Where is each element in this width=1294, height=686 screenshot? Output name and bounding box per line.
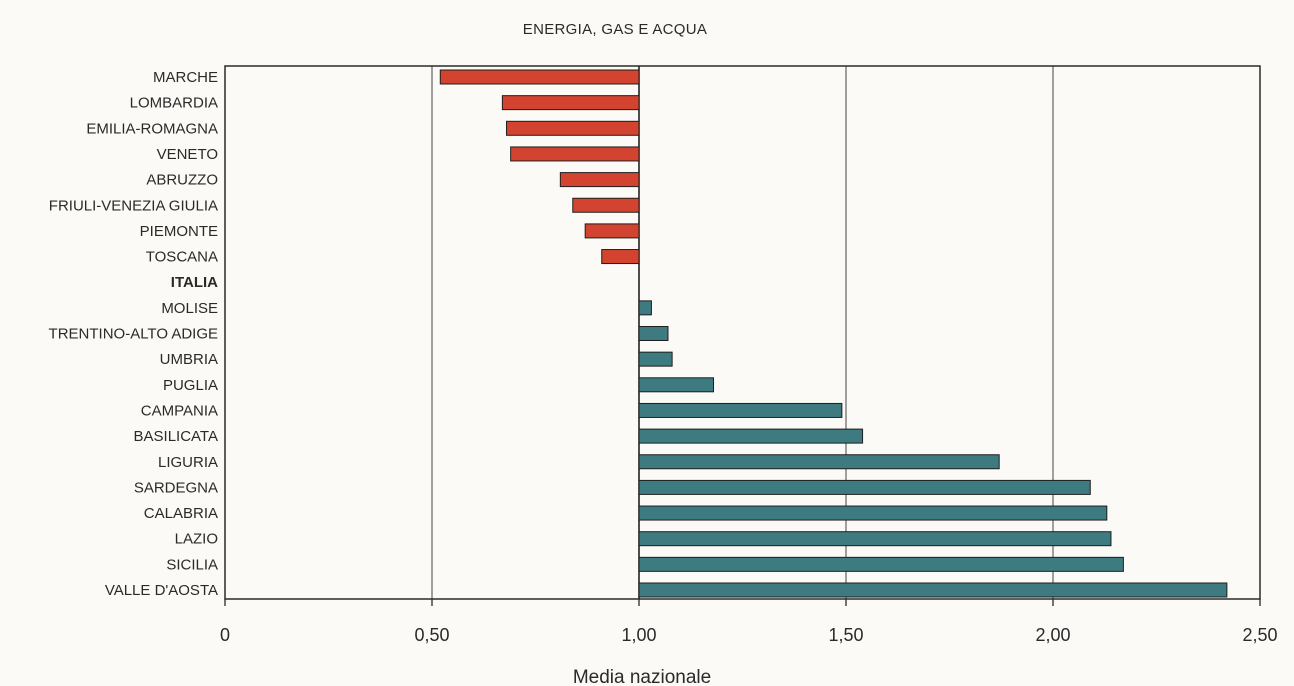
- category-label: VALLE D'AOSTA: [105, 582, 218, 599]
- category-label: MOLISE: [161, 300, 218, 317]
- x-tick-label: 1,50: [828, 625, 863, 645]
- bar: [638, 326, 669, 341]
- bar: [638, 377, 715, 393]
- bar: [638, 402, 843, 418]
- x-tick-label: 1,00: [621, 625, 656, 645]
- category-label: LIGURIA: [158, 454, 218, 471]
- bar: [638, 505, 1108, 521]
- bar: [638, 300, 652, 316]
- category-label: EMILIA-ROMAGNA: [86, 120, 218, 137]
- x-tick-label: 2,00: [1035, 625, 1070, 645]
- bars: [439, 69, 1228, 598]
- x-tick-label: 0,50: [414, 625, 449, 645]
- category-label: ABRUZZO: [146, 172, 218, 189]
- category-label: TOSCANA: [146, 249, 218, 266]
- category-label: BASILICATA: [134, 428, 218, 445]
- bar: [510, 146, 640, 162]
- bar: [638, 428, 864, 444]
- category-labels: MARCHE LOMBARDIA EMILIA-ROMAGNA VENETO ABRUZ…: [49, 69, 219, 599]
- plot-frame: [224, 65, 1261, 600]
- category-label: LAZIO: [175, 531, 218, 548]
- chart-title: ENERGIA, GAS E ACQUA: [523, 21, 707, 38]
- bar: [584, 223, 640, 239]
- bar: [638, 479, 1091, 495]
- x-axis-ticks: 0 0,50 1,00 1,50 2,00 2,50: [220, 599, 1278, 645]
- x-tick-label: 0: [220, 625, 230, 645]
- bar: [506, 120, 640, 136]
- bar: [638, 454, 1000, 470]
- category-label: UMBRIA: [160, 351, 218, 368]
- bar: [572, 197, 640, 213]
- bar: [601, 249, 640, 265]
- category-label: MARCHE: [153, 69, 218, 86]
- bar: [638, 556, 1124, 572]
- bar: [638, 351, 673, 367]
- category-label: CALABRIA: [144, 505, 218, 522]
- bar: [638, 582, 1228, 598]
- category-label: ITALIA: [171, 274, 218, 291]
- bar: [559, 172, 640, 188]
- category-label: FRIULI-VENEZIA GIULIA: [49, 197, 218, 214]
- category-label: PUGLIA: [163, 377, 218, 394]
- category-label: SARDEGNA: [134, 479, 218, 496]
- category-label: CAMPANIA: [141, 402, 218, 419]
- x-axis-label: Media nazionale: [573, 667, 711, 686]
- bar: [439, 69, 640, 85]
- x-tick-label: 2,50: [1242, 625, 1277, 645]
- category-label: TRENTINO-ALTO ADIGE: [49, 326, 218, 343]
- category-label: PIEMONTE: [140, 223, 218, 240]
- bar: [638, 531, 1112, 547]
- bar: [501, 95, 640, 111]
- category-label: SICILIA: [166, 556, 218, 573]
- category-label: VENETO: [157, 146, 218, 163]
- category-label: LOMBARDIA: [130, 95, 218, 112]
